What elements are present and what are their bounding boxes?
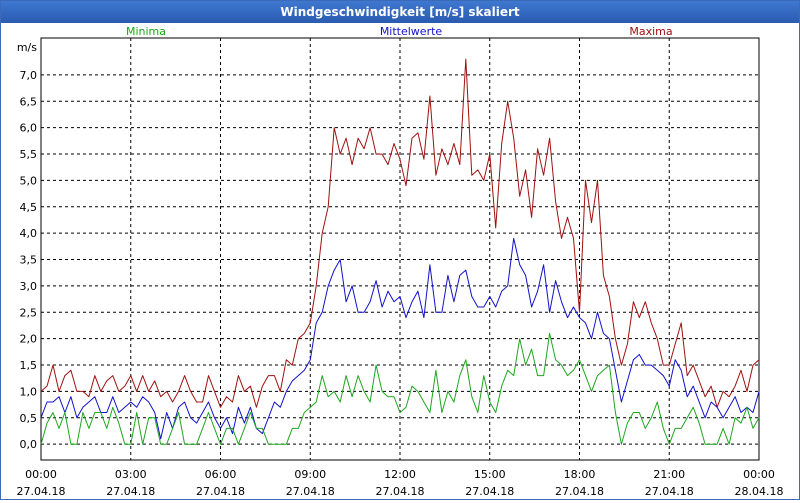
- x-tick-time: 03:00: [115, 468, 147, 481]
- x-tick-time: 21:00: [653, 468, 685, 481]
- y-tick-label: 4,5: [20, 201, 38, 214]
- y-tick-label: 2,5: [20, 306, 38, 319]
- chart-area: 0,0 0,5 1,0 1,5 2,0 2,5 3,0 3,5 4,0 4,5 5,0 5,5 6,0 6…: [1, 23, 799, 499]
- x-tick-date: 27.04.18: [196, 485, 245, 498]
- x-tick-date: 27.04.18: [376, 485, 425, 498]
- x-tick-time: 12:00: [384, 468, 416, 481]
- legend-minima: Minima: [126, 25, 166, 38]
- x-tick-date: 28.04.18: [735, 485, 784, 498]
- x-tick-date: 27.04.18: [17, 485, 66, 498]
- y-tick-label: 7,0: [20, 69, 38, 82]
- wind-speed-chart: 0,0 0,5 1,0 1,5 2,0 2,5 3,0 3,5 4,0 4,5 5,0 5,5 6,0 6…: [17, 25, 784, 498]
- x-tick-date: 27.04.18: [106, 485, 155, 498]
- y-tick-label: 1,5: [20, 359, 38, 372]
- legend-mittelwerte: Mittelwerte: [380, 25, 443, 38]
- x-tick-date: 27.04.18: [286, 485, 335, 498]
- y-tick-label: 0,0: [20, 438, 38, 451]
- legend-maxima: Maxima: [629, 25, 672, 38]
- y-tick-label: 6,5: [20, 95, 38, 108]
- x-tick-time: 15:00: [474, 468, 506, 481]
- y-tick-label: 4,0: [20, 227, 38, 240]
- x-tick-time: 06:00: [205, 468, 237, 481]
- y-tick-label: 1,0: [20, 385, 38, 398]
- y-tick-label: 2,0: [20, 333, 38, 346]
- y-axis-label: m/s: [17, 41, 37, 54]
- series-line-mittelwerte: [40, 237, 760, 440]
- y-tick-label: 6,0: [20, 122, 38, 135]
- x-tick-time: 00:00: [743, 468, 775, 481]
- x-tick-date: 27.04.18: [465, 485, 514, 498]
- y-tick-label: 3,5: [20, 254, 38, 267]
- x-tick-time: 18:00: [564, 468, 596, 481]
- y-tick-label: 3,0: [20, 280, 38, 293]
- y-tick-label: 5,0: [20, 174, 38, 187]
- x-tick-date: 27.04.18: [555, 485, 604, 498]
- x-tick-date: 27.04.18: [645, 485, 694, 498]
- window-title: Windgeschwindigkeit [m/s] skaliert: [1, 1, 799, 23]
- x-tick-time: 00:00: [25, 468, 57, 481]
- series-line-minima: [40, 332, 760, 445]
- y-tick-label: 0,5: [20, 412, 38, 425]
- y-tick-label: 5,5: [20, 148, 38, 161]
- x-tick-time: 09:00: [294, 468, 326, 481]
- series-line-maxima: [40, 58, 760, 408]
